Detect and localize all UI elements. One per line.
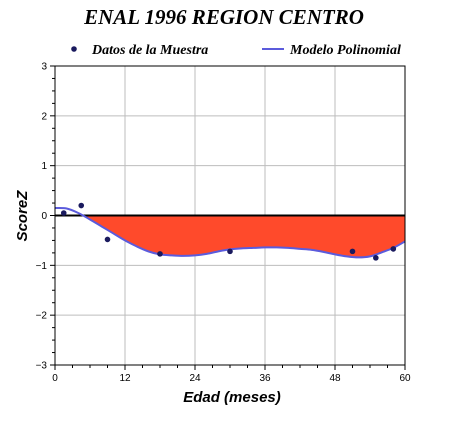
y-tick-label: 3 <box>41 62 47 73</box>
x-tick-label: 24 <box>189 373 201 384</box>
x-tick-label: 60 <box>399 373 411 384</box>
x-axis-label: Edad (meses) <box>183 389 281 406</box>
legend-marker-datos <box>71 46 77 52</box>
y-axis-label: ScoreZ <box>14 190 31 242</box>
chart-title: ENAL 1996 REGION CENTRO <box>83 5 364 29</box>
y-tick-label: −1 <box>36 261 48 272</box>
data-point <box>78 202 85 209</box>
y-tick-label: −3 <box>36 361 48 372</box>
data-point <box>390 246 397 252</box>
x-tick-label: 0 <box>52 373 58 384</box>
y-tick-label: 2 <box>41 111 47 122</box>
data-point <box>349 248 356 255</box>
x-tick-label: 12 <box>119 373 131 384</box>
y-tick-label: −2 <box>36 311 48 322</box>
axis-ticks: 0 12 24 36 48 60 3 2 1 0 −1 −2 −3 <box>36 62 411 385</box>
area-below-zero <box>82 215 405 258</box>
legend-label-modelo: Modelo Polinomial <box>289 43 401 58</box>
legend-label-datos: Datos de la Muestra <box>91 43 208 58</box>
series-points-datos <box>60 202 397 261</box>
y-tick-label: 1 <box>41 161 47 172</box>
x-tick-label: 36 <box>259 373 271 384</box>
legend: Datos de la Muestra Modelo Polinomial <box>71 43 401 58</box>
data-point <box>104 236 111 243</box>
x-tick-label: 48 <box>329 373 341 384</box>
data-point <box>157 251 163 257</box>
data-point <box>60 210 67 216</box>
y-tick-label: 0 <box>41 211 47 222</box>
data-point <box>227 248 233 255</box>
data-point <box>373 255 379 261</box>
